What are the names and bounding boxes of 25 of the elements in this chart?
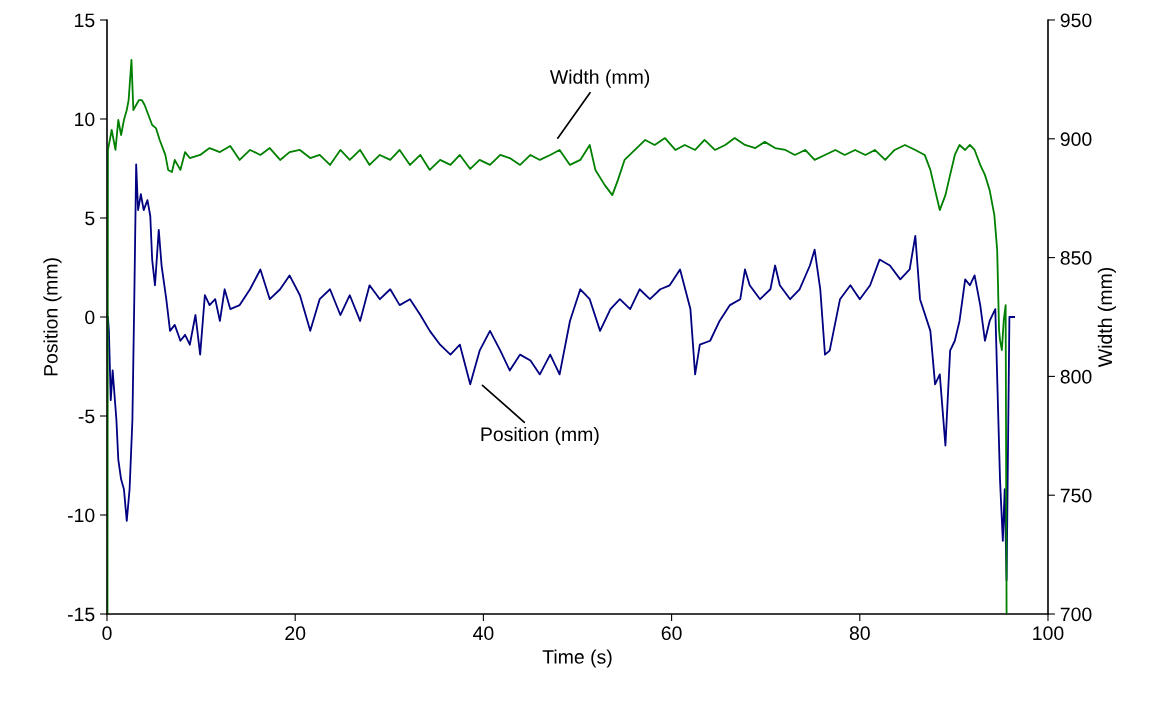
x-tick-label: 0 <box>102 626 112 641</box>
y-tick-label: -15 <box>67 607 95 622</box>
y-axis-title: Position (mm) <box>43 258 62 376</box>
annotation: Width (mm) <box>549 69 650 88</box>
y2-tick-label: 850 <box>1060 251 1092 265</box>
x-tick-label: 100 <box>1033 626 1064 641</box>
y-tick-label: -5 <box>78 409 95 424</box>
y2-tick-label: 700 <box>1060 607 1092 622</box>
x-axis-title: Time (s) <box>542 649 612 668</box>
y-tick-label: 5 <box>85 211 95 226</box>
x-tick-label: 60 <box>661 626 682 641</box>
x-tick-label: 80 <box>849 626 870 641</box>
annotation: Position (mm) <box>481 426 599 446</box>
y-tick-label: 10 <box>75 112 95 127</box>
x-tick-label: 20 <box>285 626 306 641</box>
y2-tick-label: 950 <box>1060 13 1092 28</box>
y2-tick-label: 800 <box>1060 369 1092 384</box>
x-tick-label: 40 <box>473 626 494 641</box>
line-series <box>107 58 1008 615</box>
y-tick-label: -10 <box>67 508 95 523</box>
y2-tick-label: 900 <box>1060 132 1092 147</box>
y-tick-label: 15 <box>75 13 95 28</box>
y2-tick-label: 750 <box>1060 488 1092 503</box>
y2-axis-title: Width (mm) <box>1097 267 1116 368</box>
y-tick-label: 0 <box>85 310 95 325</box>
